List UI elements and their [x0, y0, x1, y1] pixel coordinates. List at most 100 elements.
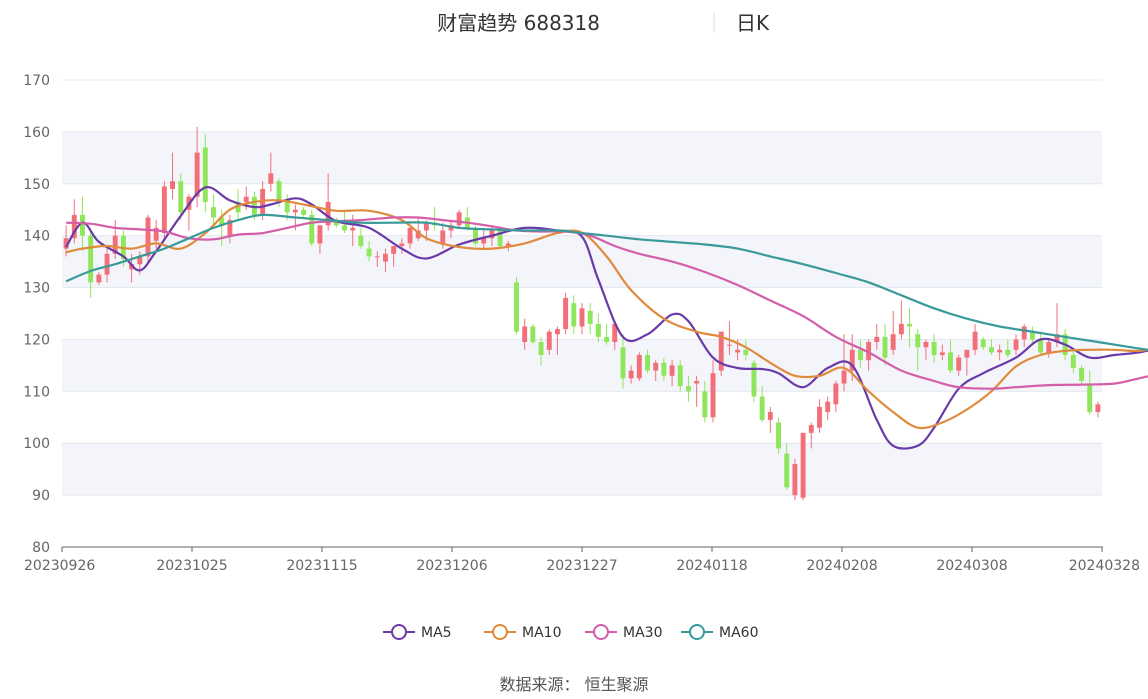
candle — [383, 248, 388, 272]
candle — [964, 349, 970, 376]
candle-body — [833, 383, 839, 405]
grid-band — [62, 339, 1102, 392]
candle-body — [1087, 383, 1093, 413]
candle — [931, 334, 937, 363]
candle — [268, 152, 274, 192]
candle-body — [620, 347, 626, 379]
candle-body — [587, 310, 593, 324]
legend-item-ma60[interactable]: MA60 — [681, 624, 758, 641]
candle-body — [898, 323, 904, 335]
candle — [792, 458, 798, 501]
candle-body — [342, 225, 347, 231]
candle-body — [317, 225, 323, 244]
candle-body — [890, 334, 896, 350]
candle — [620, 334, 626, 389]
candle — [751, 360, 757, 402]
candle-body — [669, 365, 675, 376]
candle — [579, 303, 585, 335]
candle-body — [530, 326, 536, 343]
candle-body — [211, 207, 216, 218]
candle-body — [301, 209, 307, 215]
ma-line-ma10 — [65, 199, 1148, 430]
candle — [1005, 339, 1011, 358]
candle — [669, 360, 675, 387]
candle-body — [129, 264, 135, 270]
y-tick-label: 140 — [23, 229, 50, 245]
candle — [1095, 401, 1101, 418]
candle-body — [784, 453, 790, 488]
candle-body — [817, 406, 822, 428]
candle — [653, 360, 659, 381]
candle-body — [276, 181, 282, 200]
candle — [1054, 303, 1060, 348]
candle-body — [1021, 326, 1027, 340]
candle-body — [751, 362, 757, 397]
candle — [726, 321, 732, 356]
ma-line-ma60 — [65, 213, 1148, 351]
candle — [1070, 349, 1076, 374]
legend-item-ma30[interactable]: MA30 — [585, 624, 662, 641]
candle-body — [497, 230, 503, 247]
legend-item-ma5[interactable]: MA5 — [383, 624, 452, 641]
candle-body — [980, 339, 986, 348]
candle — [988, 339, 994, 356]
candle — [743, 339, 749, 361]
y-tick-label: 110 — [23, 384, 50, 400]
candle-body — [874, 336, 880, 343]
candle — [563, 292, 569, 335]
candle-body — [857, 349, 863, 361]
candle-body — [325, 201, 331, 226]
candle-body — [104, 253, 110, 275]
chart-title: 财富趋势 688318 — [437, 11, 600, 35]
candle-body — [96, 274, 102, 283]
candle-body — [923, 342, 929, 348]
candle-body — [972, 331, 978, 350]
candle-body — [268, 173, 274, 184]
candle-body — [653, 362, 659, 371]
candle-body — [948, 352, 953, 371]
ma-line-ma5 — [65, 185, 1148, 450]
candle-body — [915, 334, 921, 348]
candle-body — [423, 222, 429, 231]
candle — [833, 380, 839, 413]
candle — [587, 303, 593, 335]
candle-body — [677, 365, 683, 387]
candle-body — [219, 217, 225, 226]
y-tick-label: 90 — [32, 488, 50, 504]
candle-body — [153, 227, 159, 241]
candle — [808, 422, 814, 449]
candle — [915, 329, 921, 371]
candle — [358, 227, 364, 249]
candle-body — [333, 220, 339, 226]
candle-body — [841, 370, 847, 384]
candle-body — [415, 230, 421, 239]
candle — [448, 220, 454, 239]
legend-item-ma10[interactable]: MA10 — [484, 624, 561, 641]
legend-label: MA60 — [719, 625, 758, 641]
candle — [817, 399, 822, 433]
legend-label: MA10 — [522, 625, 561, 641]
y-tick-label: 150 — [23, 177, 50, 193]
candle-body — [792, 463, 798, 496]
candle-body — [358, 235, 364, 247]
candle — [333, 217, 339, 228]
candle-body — [1054, 334, 1060, 343]
candle-body — [202, 147, 208, 202]
candle — [1013, 334, 1019, 356]
candle — [571, 295, 577, 335]
candle — [997, 344, 1003, 361]
chart-period[interactable]: 日K — [736, 11, 770, 35]
candle — [546, 329, 552, 356]
candle-body — [694, 380, 700, 384]
candle-body — [759, 396, 765, 420]
candle-body — [1038, 339, 1044, 353]
candle-body — [1029, 331, 1035, 340]
candle-body — [514, 282, 519, 332]
candle-body — [661, 362, 667, 376]
candle — [595, 313, 601, 343]
candle — [202, 134, 208, 213]
x-tick-label: 20230926 — [24, 558, 95, 574]
grid-band — [62, 235, 1102, 288]
candle-body — [383, 253, 388, 262]
